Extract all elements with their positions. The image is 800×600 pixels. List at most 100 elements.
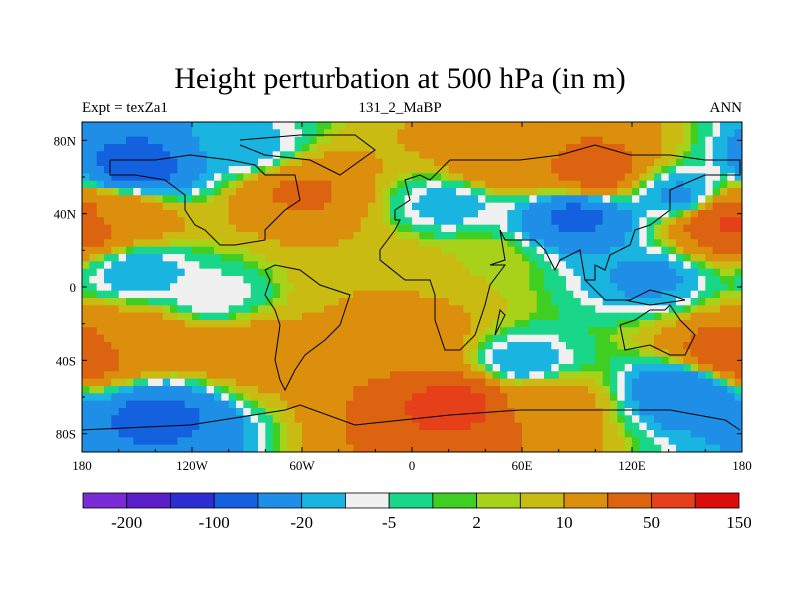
field-cell: [478, 180, 486, 189]
field-cell: [456, 246, 464, 255]
field-cell: [434, 305, 442, 314]
field-cell: [580, 437, 589, 446]
field-cell: [602, 356, 611, 365]
field-cell: [206, 158, 215, 167]
field-cell: [155, 327, 164, 336]
field-cell: [294, 320, 303, 328]
field-cell: [375, 400, 384, 409]
field-cell: [734, 371, 742, 380]
field-cell: [236, 349, 244, 358]
field-cell: [485, 290, 494, 299]
field-cell: [82, 217, 90, 226]
field-cell: [316, 430, 325, 438]
field-cell: [228, 283, 237, 292]
field-cell: [118, 246, 127, 255]
field-cell: [661, 320, 670, 328]
field-cell: [265, 305, 274, 314]
field-cell: [89, 305, 98, 314]
field-cell: [258, 188, 266, 196]
field-cell: [544, 224, 552, 233]
field-cell: [360, 334, 369, 343]
field-cell: [558, 144, 567, 152]
field-cell: [456, 232, 464, 240]
field-cell: [353, 290, 362, 299]
field-cell: [573, 239, 582, 248]
field-cell: [654, 283, 662, 292]
field-cell: [529, 232, 538, 240]
field-cell: [309, 371, 318, 380]
field-cell: [544, 261, 552, 270]
field-cell: [654, 202, 662, 211]
field-cell: [485, 327, 494, 336]
field-cell: [632, 210, 640, 218]
field-cell: [162, 246, 171, 255]
field-cell: [390, 232, 398, 240]
field-cell: [426, 173, 435, 182]
field-cell: [610, 173, 618, 182]
field-cell: [104, 334, 112, 343]
field-cell: [441, 342, 450, 350]
field-cell: [177, 195, 186, 204]
field-cell: [624, 239, 633, 248]
field-cell: [441, 268, 450, 277]
field-cell: [720, 217, 728, 226]
field-cell: [536, 246, 545, 255]
field-cell: [536, 180, 545, 189]
field-cell: [610, 444, 618, 452]
field-cell: [705, 290, 714, 299]
field-cell: [668, 166, 677, 174]
field-cell: [338, 444, 347, 452]
field-cell: [82, 144, 90, 152]
field-cell: [492, 195, 501, 204]
field-cell: [705, 246, 714, 255]
field-cell: [118, 342, 127, 350]
field-cell: [243, 122, 252, 130]
field-cell: [463, 151, 472, 160]
field-cell: [690, 444, 699, 452]
field-cell: [126, 342, 134, 350]
field-cell: [632, 144, 640, 152]
field-cell: [118, 444, 127, 452]
field-cell: [375, 122, 384, 130]
field-cell: [111, 239, 120, 248]
field-cell: [214, 129, 222, 138]
field-cell: [734, 437, 742, 446]
field-cell: [668, 430, 677, 438]
field-cell: [148, 356, 156, 365]
field-cell: [507, 232, 516, 240]
field-cell: [522, 320, 530, 328]
field-cell: [558, 422, 567, 431]
field-cell: [272, 371, 281, 380]
field-cell: [82, 298, 90, 306]
field-cell: [558, 129, 567, 138]
field-cell: [309, 393, 318, 402]
field-cell: [639, 268, 648, 277]
field-cell: [463, 298, 472, 306]
field-cell: [705, 327, 714, 336]
field-cell: [360, 276, 369, 284]
field-cell: [566, 334, 574, 343]
field-cell: [580, 151, 589, 160]
field-cell: [162, 408, 171, 416]
field-cell: [478, 210, 486, 218]
field-cell: [346, 298, 354, 306]
field-cell: [470, 144, 479, 152]
field-cell: [412, 122, 420, 130]
field-cell: [588, 239, 596, 248]
field-cell: [404, 122, 413, 130]
field-cell: [258, 283, 266, 292]
field-cell: [236, 144, 244, 152]
field-cell: [368, 430, 376, 438]
field-cell: [280, 144, 288, 152]
field-cell: [272, 320, 281, 328]
field-cell: [397, 422, 406, 431]
field-cell: [258, 320, 266, 328]
field-cell: [478, 268, 486, 277]
field-cell: [236, 276, 244, 284]
field-cell: [382, 202, 391, 211]
field-cell: [690, 371, 699, 380]
colorbar-box: [563, 492, 609, 509]
field-cell: [602, 195, 611, 204]
field-cell: [514, 312, 523, 321]
field-cell: [595, 166, 604, 174]
